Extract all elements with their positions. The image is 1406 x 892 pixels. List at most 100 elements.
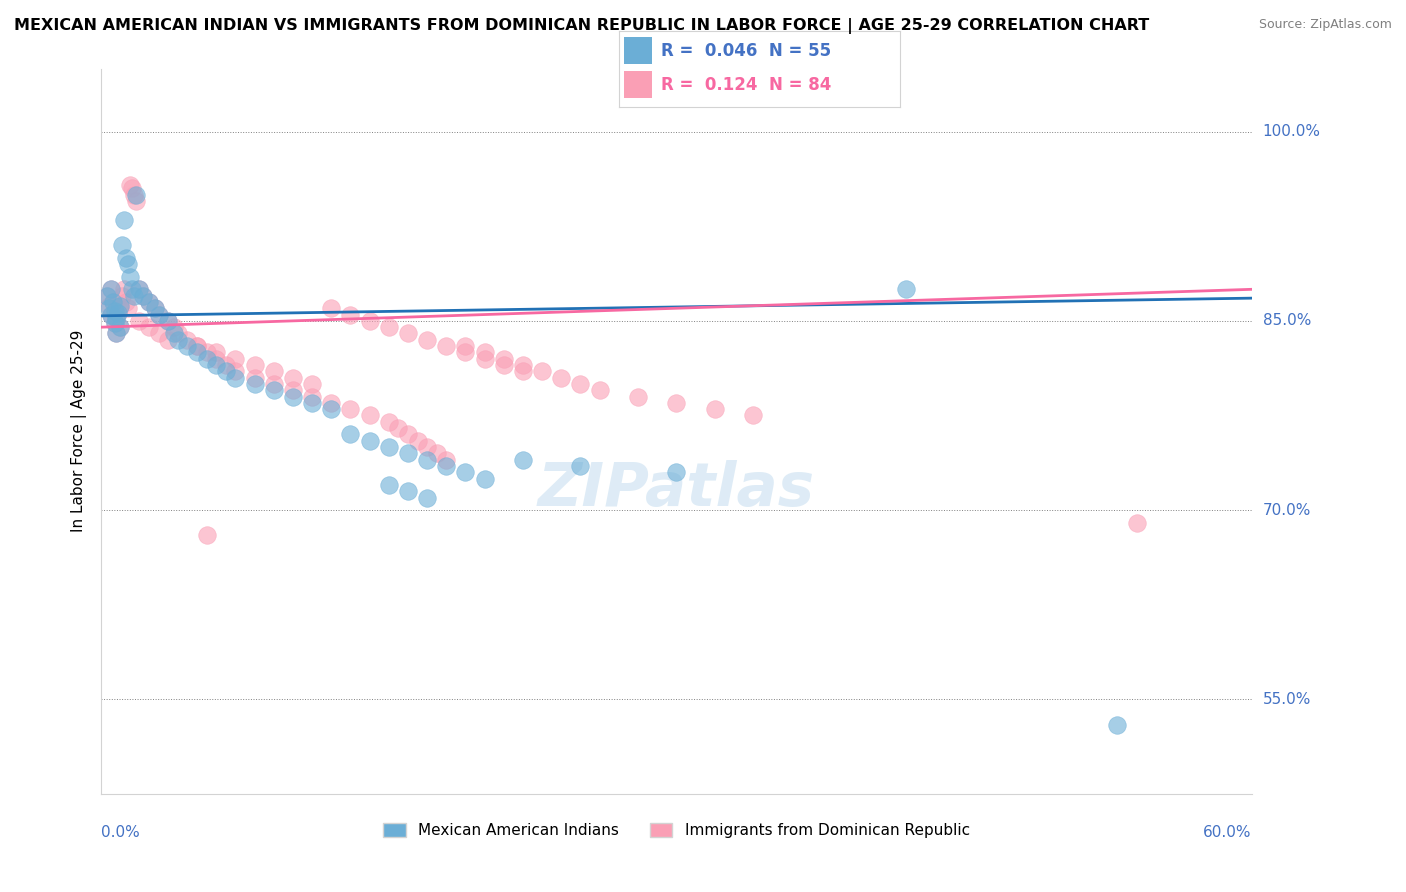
Point: [321, 402, 343, 417]
Point: [195, 345, 218, 359]
Point: [1107, 717, 1129, 731]
Point: [111, 288, 134, 302]
Point: [426, 446, 449, 460]
Point: [103, 317, 125, 331]
Point: [224, 364, 246, 378]
Point: [454, 345, 477, 359]
Point: [474, 345, 496, 359]
Text: 60.0%: 60.0%: [1204, 824, 1251, 839]
Point: [416, 333, 439, 347]
Point: [512, 364, 534, 378]
Point: [263, 376, 285, 391]
Point: [103, 303, 125, 318]
Point: [321, 301, 343, 316]
Point: [107, 306, 129, 320]
Point: [1125, 516, 1147, 530]
Point: [166, 333, 188, 347]
Point: [138, 294, 160, 309]
Point: [243, 358, 266, 372]
Point: [377, 415, 399, 429]
Point: [195, 351, 218, 366]
Point: [474, 472, 496, 486]
Point: [339, 427, 361, 442]
Text: 70.0%: 70.0%: [1263, 502, 1310, 517]
Point: [96, 288, 118, 302]
Point: [186, 345, 208, 359]
Point: [121, 282, 143, 296]
Point: [117, 301, 139, 316]
Point: [512, 358, 534, 372]
Point: [148, 308, 170, 322]
Point: [665, 465, 688, 479]
Point: [121, 181, 143, 195]
Legend: Mexican American Indians, Immigrants from Dominican Republic: Mexican American Indians, Immigrants fro…: [377, 817, 976, 845]
Point: [434, 458, 457, 473]
Point: [377, 478, 399, 492]
Point: [138, 320, 160, 334]
Point: [263, 364, 285, 378]
Point: [416, 491, 439, 505]
Point: [157, 333, 180, 347]
Point: [128, 282, 150, 296]
Point: [115, 251, 138, 265]
Point: [105, 311, 128, 326]
Point: [100, 282, 122, 296]
Point: [103, 303, 125, 318]
Point: [138, 294, 160, 309]
Point: [321, 396, 343, 410]
Point: [195, 528, 218, 542]
Point: [107, 306, 129, 320]
Point: [122, 187, 145, 202]
Point: [186, 339, 208, 353]
Point: [301, 376, 323, 391]
Point: [166, 326, 188, 341]
Text: MEXICAN AMERICAN INDIAN VS IMMIGRANTS FROM DOMINICAN REPUBLIC IN LABOR FORCE | A: MEXICAN AMERICAN INDIAN VS IMMIGRANTS FR…: [14, 18, 1149, 34]
Text: 100.0%: 100.0%: [1263, 124, 1320, 139]
Bar: [624, 37, 652, 64]
Point: [143, 301, 166, 316]
Text: ZIPatlas: ZIPatlas: [538, 459, 815, 519]
Point: [101, 294, 124, 309]
Point: [742, 409, 765, 423]
Point: [128, 314, 150, 328]
Y-axis label: In Labor Force | Age 25-29: In Labor Force | Age 25-29: [72, 330, 87, 533]
Point: [105, 326, 128, 341]
Point: [406, 434, 429, 448]
Point: [157, 314, 180, 328]
Point: [434, 452, 457, 467]
Point: [359, 314, 381, 328]
Point: [148, 326, 170, 341]
Text: 85.0%: 85.0%: [1263, 313, 1310, 328]
Point: [128, 282, 150, 296]
Point: [281, 390, 304, 404]
Point: [396, 326, 419, 341]
Point: [224, 370, 246, 384]
Point: [263, 384, 285, 398]
Text: Source: ZipAtlas.com: Source: ZipAtlas.com: [1258, 18, 1392, 31]
Point: [97, 299, 120, 313]
Point: [531, 364, 554, 378]
Point: [396, 427, 419, 442]
Point: [105, 326, 128, 341]
Point: [215, 358, 238, 372]
Point: [111, 238, 134, 252]
Point: [416, 452, 439, 467]
Point: [492, 358, 515, 372]
Point: [396, 446, 419, 460]
Point: [339, 402, 361, 417]
Point: [205, 351, 228, 366]
Text: R =  0.046  N = 55: R = 0.046 N = 55: [661, 42, 831, 60]
Point: [132, 288, 155, 302]
Point: [124, 194, 146, 208]
Point: [205, 345, 228, 359]
Point: [100, 308, 122, 322]
Point: [110, 299, 132, 313]
Point: [569, 458, 592, 473]
Point: [118, 178, 141, 192]
Point: [97, 301, 120, 316]
Point: [703, 402, 725, 417]
Bar: [624, 71, 652, 98]
Point: [115, 294, 138, 309]
Point: [157, 314, 180, 328]
Point: [454, 339, 477, 353]
